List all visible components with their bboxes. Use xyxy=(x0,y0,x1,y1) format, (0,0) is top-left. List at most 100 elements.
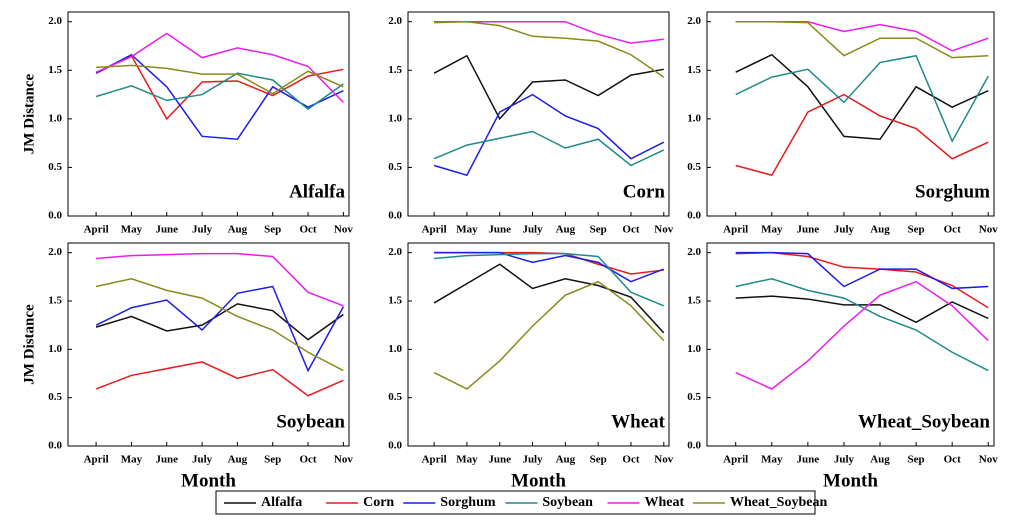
x-tick-label: July xyxy=(522,224,543,236)
y-axis-label: JM Distance xyxy=(21,73,37,154)
y-tick-label: 0.0 xyxy=(48,440,62,452)
y-tick-label: 0.5 xyxy=(48,161,62,173)
y-tick-label: 0.5 xyxy=(687,161,701,173)
y-tick-label: 0.0 xyxy=(48,210,62,222)
x-tick-label: Aug xyxy=(228,454,248,466)
x-tick-label: Nov xyxy=(654,224,673,236)
series-line xyxy=(434,252,665,307)
x-tick-label: May xyxy=(121,454,143,466)
x-tick-label: June xyxy=(797,224,820,236)
x-tick-label: Aug xyxy=(870,224,890,236)
x-tick-label: April xyxy=(84,224,109,236)
y-tick-label: 2.0 xyxy=(48,246,62,258)
x-tick-label: July xyxy=(192,224,213,236)
series-line xyxy=(95,303,344,341)
x-tick-label: June xyxy=(488,224,511,236)
x-tick-label: Oct xyxy=(944,224,961,236)
x-tick-label: Oct xyxy=(944,454,961,466)
series-line xyxy=(433,263,665,334)
x-tick-label: April xyxy=(422,454,447,466)
y-tick-label: 1.5 xyxy=(687,64,701,76)
plot-frame xyxy=(67,11,350,217)
legend-label: Soybean xyxy=(542,495,593,510)
x-tick-label: May xyxy=(761,454,783,466)
panel-title: Corn xyxy=(623,181,666,202)
series-line xyxy=(735,295,989,324)
x-tick-label: April xyxy=(723,454,748,466)
x-tick-label: June xyxy=(797,454,820,466)
x-axis-label: Month xyxy=(511,470,566,491)
y-tick-label: 1.0 xyxy=(388,112,402,124)
plot-frame xyxy=(67,242,350,447)
series-line xyxy=(95,285,345,373)
series-line xyxy=(735,280,989,390)
x-tick-label: Nov xyxy=(979,224,998,236)
y-tick-label: 0.5 xyxy=(388,391,402,403)
series-line xyxy=(95,361,344,397)
y-tick-label: 1.5 xyxy=(388,295,402,307)
legend-label: Corn xyxy=(363,495,394,510)
series-line xyxy=(95,72,344,111)
y-tick-label: 2.0 xyxy=(687,246,701,258)
panel-title: Wheat_Soybean xyxy=(858,411,990,432)
panel-title: Alfalfa xyxy=(289,181,345,202)
series-line xyxy=(95,277,344,372)
y-axis-label: JM Distance xyxy=(21,304,37,385)
y-tick-label: 0.0 xyxy=(388,210,402,222)
x-axis-label: Month xyxy=(823,470,878,491)
legend-label: Alfalfa xyxy=(261,495,302,510)
x-tick-label: Oct xyxy=(622,224,639,236)
series-line xyxy=(735,93,989,177)
x-tick-label: June xyxy=(155,454,178,466)
x-tick-label: Oct xyxy=(299,454,316,466)
series-line xyxy=(95,32,344,103)
x-tick-label: Oct xyxy=(299,224,316,236)
panel-title: Soybean xyxy=(276,411,345,432)
series-line xyxy=(434,20,665,78)
y-tick-label: 0.0 xyxy=(687,440,701,452)
plot-frame xyxy=(706,242,995,447)
series-line xyxy=(96,252,344,307)
x-tick-label: June xyxy=(155,224,178,236)
x-tick-label: June xyxy=(488,454,511,466)
series-line xyxy=(433,54,664,121)
y-tick-label: 0.0 xyxy=(687,210,701,222)
y-tick-label: 1.0 xyxy=(48,343,62,355)
panel-title: Sorghum xyxy=(915,181,990,202)
x-tick-label: April xyxy=(723,224,748,236)
x-axis-label: Month xyxy=(181,470,236,491)
y-tick-label: 1.0 xyxy=(687,112,701,124)
plot-frame xyxy=(407,242,670,447)
x-tick-label: July xyxy=(522,454,543,466)
x-tick-label: May xyxy=(456,454,478,466)
y-tick-label: 2.0 xyxy=(48,15,62,27)
y-tick-label: 1.0 xyxy=(48,112,62,124)
x-tick-label: April xyxy=(84,454,109,466)
y-tick-label: 1.0 xyxy=(388,343,402,355)
x-tick-label: May xyxy=(121,224,143,236)
x-tick-label: July xyxy=(834,224,855,236)
series-line xyxy=(95,53,344,141)
series-line xyxy=(735,251,989,290)
x-tick-label: Oct xyxy=(622,454,639,466)
plot-frame xyxy=(706,11,995,217)
series-line xyxy=(434,20,664,44)
legend-label: Wheat xyxy=(645,495,685,510)
series-line xyxy=(735,54,989,143)
x-tick-label: Sep xyxy=(908,224,925,236)
x-tick-label: Nov xyxy=(979,454,998,466)
x-tick-label: Nov xyxy=(334,224,353,236)
plot-frame xyxy=(407,11,670,217)
series-line xyxy=(735,251,989,309)
x-tick-label: May xyxy=(761,224,783,236)
series-line xyxy=(433,93,665,177)
x-tick-label: Aug xyxy=(228,224,248,236)
x-tick-label: Aug xyxy=(870,454,890,466)
y-tick-label: 1.5 xyxy=(48,64,62,76)
y-tick-label: 0.0 xyxy=(388,440,402,452)
series-line xyxy=(735,53,989,141)
x-tick-label: Nov xyxy=(654,454,673,466)
x-tick-label: April xyxy=(422,224,447,236)
